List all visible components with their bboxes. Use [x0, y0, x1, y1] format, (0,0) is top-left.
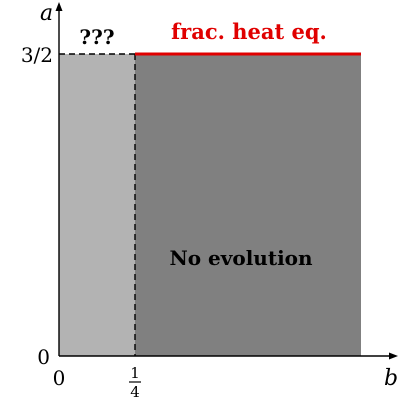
unknown-region — [59, 54, 135, 356]
x-origin-label: 0 — [53, 366, 66, 390]
x-tick-quarter-denominator: 4 — [130, 383, 140, 401]
heat-eq-label: frac. heat eq. — [171, 19, 327, 44]
unknown-region-label: ??? — [79, 25, 114, 49]
x-axis-arrow-icon — [389, 352, 398, 360]
y-origin-label: 0 — [37, 345, 50, 369]
y-axis-arrow-icon — [55, 2, 63, 11]
y-tick-label-three-halves: 3/2 — [21, 43, 53, 67]
x-axis-label: b — [384, 366, 398, 391]
no-evolution-label: No evolution — [169, 246, 313, 270]
x-tick-quarter-numerator: 1 — [130, 364, 140, 382]
y-axis-label: a — [40, 1, 53, 26]
no-evolution-region — [135, 54, 361, 356]
